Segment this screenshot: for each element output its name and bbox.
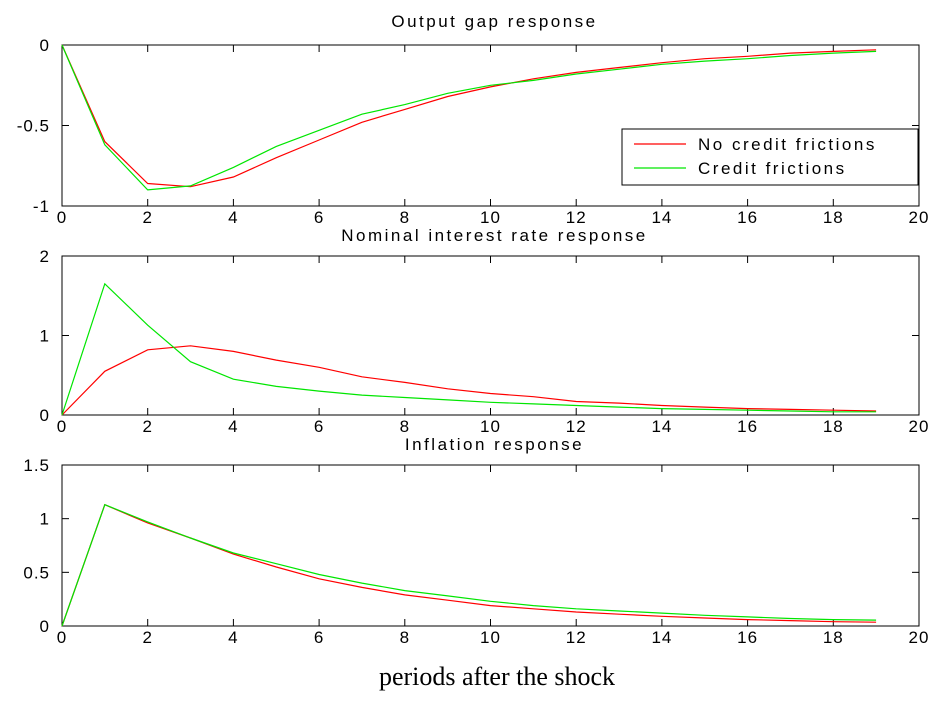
x-tick-label: 2 (142, 208, 152, 227)
series-line-credit-frictions (61, 44, 877, 191)
series-line-no-credit-frictions (61, 503, 877, 627)
panel-3: 0 2 4 6 8 10 12 14 16 18 20 0 0.5 1 1.5 Inflation respo… (23, 435, 930, 647)
x-tick-label: 12 (566, 208, 587, 227)
y-tick-label: -0.5 (17, 117, 50, 136)
x-tick-label: 6 (314, 417, 324, 436)
series-line-no-credit-frictions (61, 44, 877, 188)
x-tick-label: 20 (909, 417, 930, 436)
y-tick-label: 1.5 (23, 456, 50, 475)
y-tick-label: 1 (40, 327, 50, 346)
x-tick-label: 10 (480, 417, 501, 436)
x-tick-label: 6 (314, 628, 324, 647)
x-tick-label: 18 (823, 628, 844, 647)
x-axis-label: periods after the shock (379, 662, 615, 691)
y-tick-label: 0 (40, 617, 50, 636)
x-tick-label: 16 (737, 417, 758, 436)
x-tick-label: 8 (400, 417, 410, 436)
x-tick-label: 2 (142, 417, 152, 436)
x-tick-label: 12 (566, 417, 587, 436)
x-tick-label: 14 (651, 628, 672, 647)
x-tick-label: 20 (909, 208, 930, 227)
series-line-credit-frictions (61, 503, 877, 627)
x-tick-label: 10 (480, 628, 501, 647)
x-tick-label: 4 (228, 208, 238, 227)
series-line-credit-frictions (61, 282, 877, 416)
y-tick-label: 0.5 (23, 563, 50, 582)
x-tick-label: 16 (737, 628, 758, 647)
x-tick-label: 4 (228, 417, 238, 436)
legend-label: Credit frictions (698, 159, 847, 178)
x-tick-label: 18 (823, 417, 844, 436)
axes-box (61, 255, 920, 416)
panel-title: Output gap response (391, 12, 597, 31)
x-tick-label: 14 (651, 208, 672, 227)
legend: No credit frictions Credit frictions (621, 128, 919, 186)
y-tick-label: 1 (40, 510, 50, 529)
y-tick-label: 2 (40, 247, 50, 266)
x-tick-label: 0 (57, 628, 67, 647)
x-tick-label: 16 (737, 208, 758, 227)
x-tick-label: 6 (314, 208, 324, 227)
x-tick-label: 10 (480, 208, 501, 227)
x-tick-label: 2 (142, 628, 152, 647)
x-tick-label: 0 (57, 208, 67, 227)
y-tick-label: -1 (33, 197, 50, 216)
x-tick-label: 0 (57, 417, 67, 436)
x-tick-label: 12 (566, 628, 587, 647)
y-tick-label: 0 (40, 36, 50, 55)
x-tick-label: 8 (400, 208, 410, 227)
panel-title: Nominal interest rate response (341, 226, 648, 245)
x-tick-label: 14 (651, 417, 672, 436)
x-tick-label: 18 (823, 208, 844, 227)
y-tick-label: 0 (40, 406, 50, 425)
x-tick-label: 8 (400, 628, 410, 647)
panel-1: 0 2 4 6 8 10 12 14 16 18 20 -1 -0.5 0 Output gap respo… (17, 12, 930, 227)
legend-label: No credit frictions (698, 135, 877, 154)
legend-box (621, 128, 919, 186)
panel-title: Inflation response (405, 435, 584, 454)
x-tick-label: 4 (228, 628, 238, 647)
series-line-no-credit-frictions (61, 345, 877, 416)
x-tick-label: 20 (909, 628, 930, 647)
